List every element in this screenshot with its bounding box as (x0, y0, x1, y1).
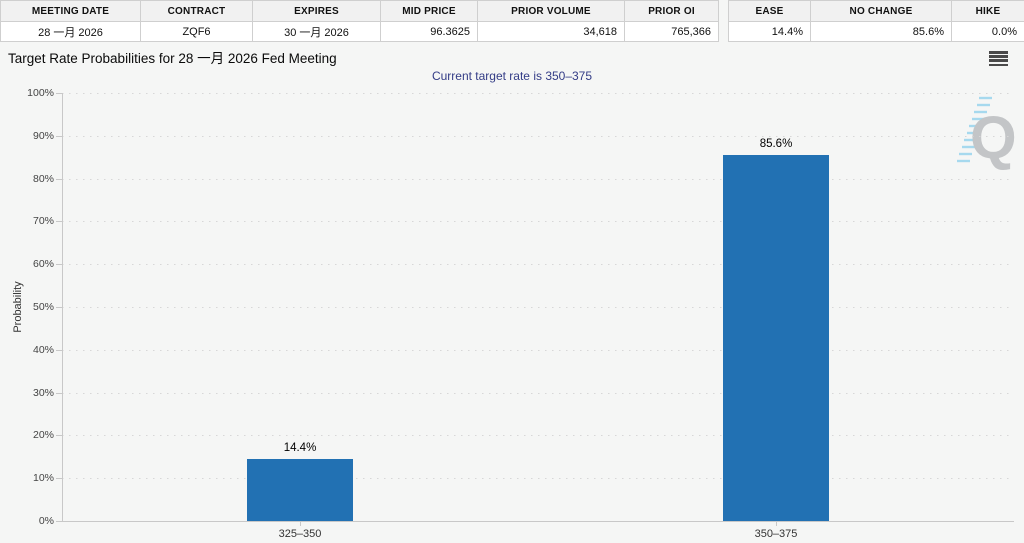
y-tick-label: 10% (32, 472, 54, 485)
ease-value: 14.4% (728, 21, 811, 42)
y-tick-label: 40% (32, 343, 54, 356)
x-axis-tick (776, 521, 777, 526)
gridline (62, 93, 1014, 94)
gridline (62, 307, 1014, 308)
x-tick-label: 325–350 (278, 528, 322, 540)
bar[interactable] (723, 155, 829, 521)
y-axis-line (62, 93, 63, 521)
col-header-prior-volume: PRIOR VOLUME (477, 0, 625, 22)
table-header-row: MEETING DATE CONTRACT EXPIRES MID PRICE … (0, 0, 719, 22)
y-axis-tick (56, 521, 62, 522)
mid-price-value: 96.3625 (380, 21, 478, 42)
y-tick-label: 80% (32, 172, 54, 185)
contract-value: ZQF6 (140, 21, 253, 42)
y-axis-tick (56, 478, 62, 480)
table-row: 14.4% 85.6% 0.0% (728, 21, 1024, 42)
y-tick-label: 100% (27, 87, 54, 99)
bar-value-label: 85.6% (759, 138, 793, 150)
gridline (62, 435, 1014, 437)
gridline (62, 264, 1014, 266)
y-tick-label: 90% (32, 129, 54, 142)
chart-title: Target Rate Probabilities for 28 一月 2026… (8, 51, 337, 66)
col-header-expires: EXPIRES (252, 0, 381, 22)
y-tick-label: 60% (32, 258, 54, 271)
y-tick-label: 0% (38, 515, 54, 527)
y-axis-tick (56, 221, 62, 223)
hike-value: 0.0% (951, 21, 1024, 42)
y-axis-tick (56, 264, 62, 266)
y-axis-tick (56, 93, 62, 94)
col-header-mid-price: MID PRICE (380, 0, 478, 22)
contract-summary-table: MEETING DATE CONTRACT EXPIRES MID PRICE … (0, 0, 719, 42)
meeting-date-value: 28 一月 2026 (0, 21, 141, 42)
expires-value: 30 一月 2026 (252, 21, 381, 42)
hamburger-menu-icon[interactable] (989, 51, 1009, 67)
prior-volume-value: 34,618 (477, 21, 625, 42)
probability-summary-table: EASE NO CHANGE HIKE 14.4% 85.6% 0.0% (728, 0, 1024, 42)
x-axis-tick (300, 521, 301, 526)
x-axis-line (62, 521, 1014, 522)
y-tick-label: 50% (32, 301, 54, 313)
y-tick-label: 70% (32, 215, 54, 228)
y-axis-tick (56, 135, 62, 137)
no-change-value: 85.6% (810, 21, 952, 42)
table-row: 28 一月 2026 ZQF6 30 一月 2026 96.3625 34,61… (0, 21, 719, 42)
y-axis-tick (56, 392, 62, 394)
bar-value-label: 14.4% (283, 442, 317, 454)
y-axis-tick (56, 307, 62, 308)
y-tick-label: 20% (32, 429, 54, 442)
gridline (62, 392, 1014, 394)
y-axis-tick (56, 178, 62, 180)
gridline (62, 178, 1014, 180)
col-header-hike: HIKE (951, 0, 1024, 22)
table-header-row: EASE NO CHANGE HIKE (728, 0, 1024, 22)
chart-subtitle: Current target rate is 350–375 (431, 69, 593, 83)
gridline (62, 135, 1014, 137)
col-header-ease: EASE (728, 0, 811, 22)
y-tick-label: 30% (32, 386, 54, 399)
y-axis-tick (56, 435, 62, 437)
prior-oi-value: 765,366 (624, 21, 719, 42)
y-axis-tick (56, 349, 62, 351)
bar[interactable] (247, 459, 353, 521)
gridline (62, 478, 1014, 480)
col-header-contract: CONTRACT (140, 0, 253, 22)
col-header-no-change: NO CHANGE (810, 0, 952, 22)
x-tick-label: 350–375 (754, 528, 798, 540)
gridline (62, 221, 1014, 223)
gridline (62, 349, 1014, 351)
